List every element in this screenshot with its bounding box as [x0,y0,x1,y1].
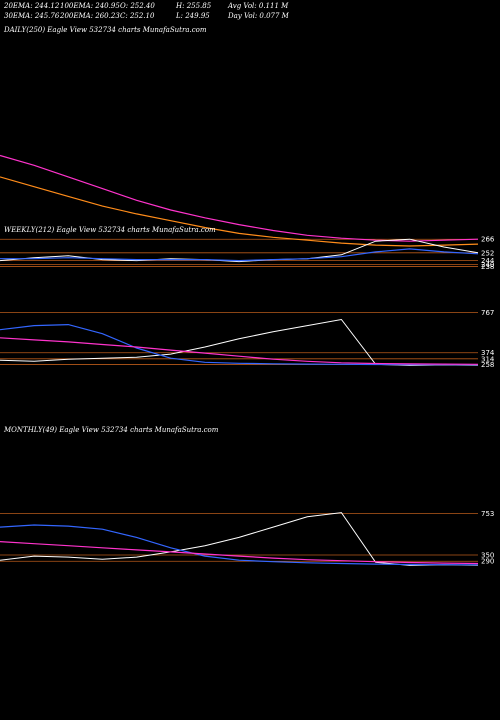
monthly-series-line-0 [0,512,479,566]
weekly-series-line-1 [0,323,479,366]
stat-ema200: 200EMA: 260.23 [60,12,120,20]
daily-series-line-0 [0,154,479,242]
weekly-chart-title: WEEKLY(212) Eagle View 532734 charts Mun… [4,226,216,234]
weekly-y-label-0: 767 [481,309,494,317]
stat-open: O: 252.40 [120,2,155,10]
stat-ema100: 100EMA: 240.95 [60,2,120,10]
stat-high: H: 255.85 [176,2,212,10]
monthly-chart-title: MONTHLY(49) Eagle View 532734 charts Mun… [4,426,219,434]
daily-y-label-1: 252 [481,249,494,257]
daily-y-label-3: 240 [481,261,494,269]
daily-y-label-2: 244 [481,257,495,265]
monthly-y-label-1: 350 [481,552,494,560]
monthly-series-line-1 [0,524,479,566]
stat-day-vol: Day Vol: 0.077 M [228,12,289,20]
monthly-series-line-2 [0,541,479,565]
daily-series-line-3 [0,248,479,262]
stat-close: C: 252.10 [120,12,155,20]
monthly-y-label-0: 753 [481,510,494,518]
weekly-y-label-3: 258 [481,361,494,369]
stat-low: L: 249.95 [176,12,210,20]
daily-series-line-2 [0,238,479,263]
weekly-y-label-1: 374 [481,349,495,357]
stat-ema30: 30EMA: 245.76 [4,12,60,20]
daily-series-line-1 [0,176,479,247]
stat-ema20: 20EMA: 244.12 [4,2,60,10]
daily-chart-title: DAILY(250) Eagle View 532734 charts Muna… [4,26,207,34]
weekly-y-label-2: 314 [481,355,495,363]
stats-header: 20EMA: 244.12 100EMA: 240.95 O: 252.40 H… [4,2,304,26]
weekly-series-line-2 [0,337,479,365]
monthly-y-label-2: 290 [481,558,494,566]
daily-y-label-0: 266 [481,236,495,244]
daily-y-label-4: 238 [481,263,494,271]
stat-avg-vol: Avg Vol: 0.111 M [228,2,289,10]
